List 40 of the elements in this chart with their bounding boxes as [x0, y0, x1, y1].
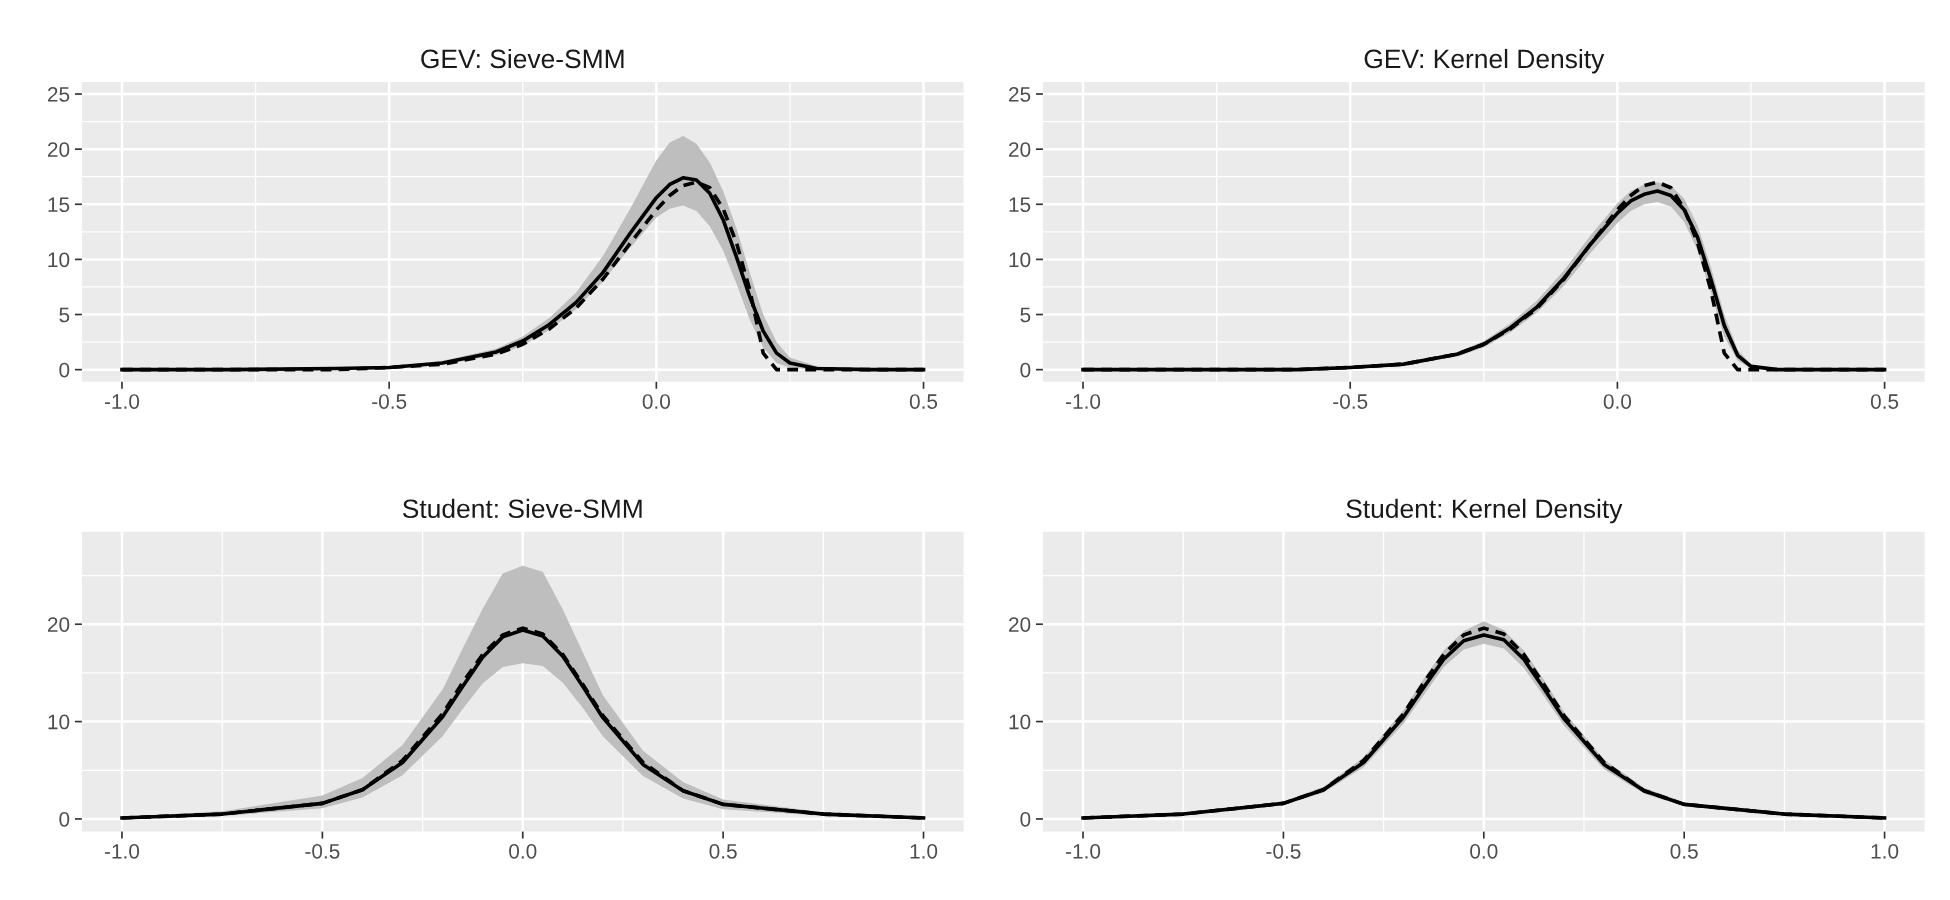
y-tick-label: 0: [59, 362, 70, 378]
chart-title: Student: Kernel Density: [1346, 498, 1623, 524]
y-tick-label: 0: [59, 811, 70, 827]
y-tick-label: 25: [47, 87, 70, 102]
x-tick-label: 0.0: [509, 843, 537, 859]
y-tick-label: 10: [48, 252, 70, 268]
y-tick-label: 10: [48, 714, 70, 730]
y-tick-label: 20: [47, 617, 70, 632]
y-tick-label: 20: [1009, 617, 1031, 632]
x-tick-label: 0.0: [642, 394, 671, 409]
x-tick-label: 0.5: [909, 394, 938, 409]
x-tick-label: 0.0: [1470, 843, 1498, 859]
x-tick-label: -0.5: [372, 394, 407, 409]
y-tick-label: 20: [47, 142, 70, 157]
x-tick-label: 0.5: [709, 843, 737, 859]
x-tick-label: -0.5: [1266, 843, 1301, 859]
x-tick-label: 0.5: [1870, 394, 1899, 409]
x-tick-label: 0.5: [1670, 843, 1698, 859]
y-tick-label: 0: [1020, 811, 1031, 827]
y-tick-label: 15: [1009, 197, 1031, 213]
y-tick-label: 20: [1009, 142, 1031, 157]
x-tick-label: -1.0: [104, 394, 140, 409]
x-tick-label: -1.0: [104, 843, 140, 859]
x-tick-label: 1.0: [1871, 843, 1899, 859]
y-tick-label: 5: [1020, 307, 1031, 323]
x-tick-label: -0.5: [1333, 394, 1368, 409]
chart-title: GEV: Sieve-SMM: [421, 48, 624, 69]
x-tick-label: 1.0: [910, 843, 938, 859]
y-tick-label: 10: [1009, 252, 1031, 268]
y-tick-label: 25: [1009, 87, 1031, 102]
y-tick-label: 5: [59, 307, 70, 323]
x-tick-label: 0.0: [1603, 394, 1632, 409]
x-tick-label: -0.5: [305, 843, 340, 859]
y-tick-label: 0: [1020, 362, 1031, 378]
x-tick-label: -1.0: [1066, 394, 1101, 409]
chart-title: Student: Sieve-SMM: [402, 498, 642, 519]
y-tick-label: 15: [48, 197, 70, 213]
chart-title: GEV: Kernel Density: [1364, 48, 1605, 74]
y-tick-label: 10: [1009, 714, 1031, 730]
x-tick-label: -1.0: [1066, 843, 1101, 859]
